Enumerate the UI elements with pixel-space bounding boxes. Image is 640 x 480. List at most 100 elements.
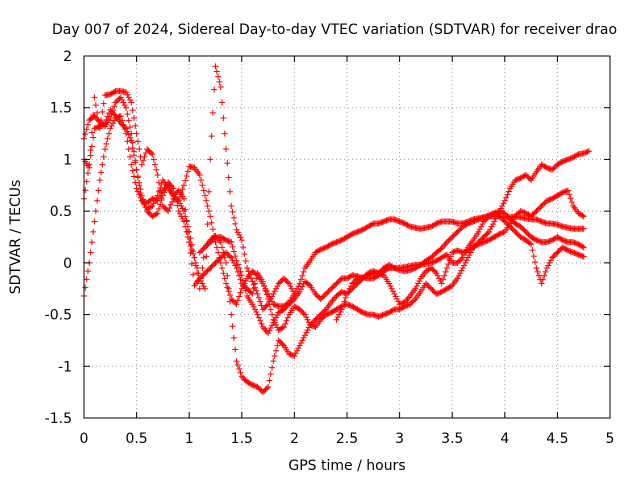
data-point [438, 280, 445, 287]
data-point [175, 208, 182, 215]
data-point [234, 229, 241, 236]
data-point [208, 263, 215, 270]
data-point [199, 246, 206, 253]
data-point [238, 272, 245, 279]
data-point [161, 204, 168, 211]
data-point [299, 337, 306, 344]
data-point [134, 138, 141, 145]
data-point [559, 158, 566, 165]
data-point [157, 184, 164, 191]
data-point [108, 122, 115, 129]
data-point [207, 265, 214, 272]
data-point [504, 221, 511, 228]
data-point [116, 95, 123, 102]
data-point [363, 311, 370, 318]
data-point [441, 272, 448, 279]
data-point [430, 267, 437, 274]
data-point [216, 254, 223, 261]
data-point [529, 247, 536, 254]
data-point [211, 86, 218, 93]
data-point [266, 327, 273, 334]
data-point [529, 212, 536, 219]
data-point [141, 200, 148, 207]
data-point [379, 312, 386, 319]
data-point [399, 300, 406, 307]
data-point [560, 189, 567, 196]
data-point [475, 241, 482, 248]
data-point [576, 252, 583, 259]
data-point [365, 270, 372, 277]
data-point [128, 130, 135, 137]
data-point [579, 243, 586, 250]
data-point [200, 271, 207, 278]
data-point [430, 252, 437, 259]
data-point [349, 280, 356, 287]
data-point [571, 250, 578, 257]
x-tick-label: 2 [290, 431, 299, 447]
data-point [119, 96, 126, 103]
data-point [388, 285, 395, 292]
data-point [429, 287, 436, 294]
data-point [234, 297, 241, 304]
data-point [545, 165, 552, 172]
data-point [521, 209, 528, 216]
data-point [449, 249, 456, 256]
data-point [315, 293, 322, 300]
data-point [179, 186, 186, 193]
data-point [297, 286, 304, 293]
data-point [223, 259, 230, 266]
data-point [512, 228, 519, 235]
data-point [123, 89, 130, 96]
data-point [463, 246, 470, 253]
data-point [337, 276, 344, 283]
data-point [240, 374, 247, 381]
data-point [279, 341, 286, 348]
data-point [500, 217, 507, 224]
data-point [88, 129, 95, 136]
data-point [466, 217, 473, 224]
data-point [311, 323, 318, 330]
data-point [278, 340, 285, 347]
data-point [244, 265, 251, 272]
data-point [213, 244, 220, 251]
data-point [338, 288, 345, 295]
data-point [454, 247, 461, 254]
data-point [574, 251, 581, 258]
data-point [322, 311, 329, 318]
data-point [430, 288, 437, 295]
data-point [351, 277, 358, 284]
data-point [450, 232, 457, 239]
data-point [436, 219, 443, 226]
data-point [530, 210, 537, 217]
data-point [512, 177, 519, 184]
data-point [550, 253, 557, 260]
data-point [484, 230, 491, 237]
data-point [280, 323, 287, 330]
data-point [184, 228, 191, 235]
data-point [457, 248, 464, 255]
data-point [546, 259, 553, 266]
data-point [566, 247, 573, 254]
data-point [358, 308, 365, 315]
data-point [174, 202, 181, 209]
data-point [287, 351, 294, 358]
data-point [212, 63, 219, 70]
data-point [291, 352, 298, 359]
data-point [208, 133, 215, 140]
data-point [437, 246, 444, 253]
data-point [91, 218, 98, 225]
data-point [124, 91, 131, 98]
data-point [555, 222, 562, 229]
data-point [125, 94, 132, 101]
data-point [579, 212, 586, 219]
data-point [204, 221, 211, 228]
data-point [92, 208, 99, 215]
data-point [84, 121, 91, 128]
data-point [319, 245, 326, 252]
data-point [415, 280, 422, 287]
data-point [390, 307, 397, 314]
data-point [295, 283, 302, 290]
data-point [232, 262, 239, 269]
data-point [547, 237, 554, 244]
data-point [446, 236, 453, 243]
